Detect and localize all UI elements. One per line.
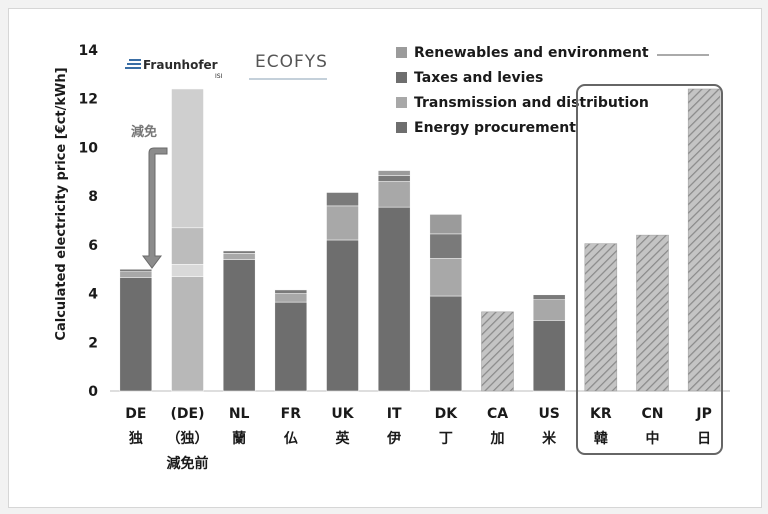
bar-segment xyxy=(532,299,566,321)
x-tick-label-code: US xyxy=(538,406,559,422)
bar-segment xyxy=(222,250,256,254)
x-tick-label-code: JP xyxy=(695,406,711,422)
y-axis: 0 2 4 6 8 10 12 14 xyxy=(79,43,730,400)
bar-segment xyxy=(377,181,411,208)
bar-total-hatched xyxy=(584,243,618,392)
bar-segment xyxy=(429,258,463,297)
legend-label: Renewables and environment xyxy=(414,45,649,61)
bar-segment xyxy=(532,320,566,392)
bar-segment xyxy=(429,214,463,235)
x-tick-label-jp-sub: 減免前 xyxy=(167,455,209,472)
x-tick-label-jp: 中 xyxy=(646,430,660,447)
y-axis-label: Calculated electricity price [€ct/kWh] xyxy=(54,67,69,340)
legend-swatch xyxy=(396,47,407,58)
x-tick-label-code: FR xyxy=(281,406,302,422)
x-tick-label-code: NL xyxy=(229,406,250,422)
y-tick-label: 8 xyxy=(88,189,98,205)
x-tick-label-jp: 伊 xyxy=(386,430,401,447)
bar-segment xyxy=(326,239,359,392)
x-tick-label-code: CA xyxy=(487,406,508,422)
bar-segment xyxy=(119,277,153,392)
x-tick-label-jp: （独） xyxy=(167,430,209,447)
legend-label: Energy procurement xyxy=(414,120,576,136)
bar-segment xyxy=(326,205,359,241)
y-tick-label: 14 xyxy=(79,43,99,59)
legend-swatch xyxy=(396,122,407,133)
y-tick-label: 6 xyxy=(88,238,98,254)
x-tick-label-code: (DE) xyxy=(171,406,205,422)
x-tick-label-jp: 英 xyxy=(335,430,351,447)
reduction-annotation: 減免 xyxy=(131,124,168,269)
x-tick-label-code: UK xyxy=(331,406,354,422)
bar-segment xyxy=(429,295,463,392)
legend-label: Transmission and distribution xyxy=(414,95,649,111)
bar-segment xyxy=(377,175,411,182)
ecofys-logo: ECOFYS xyxy=(249,52,328,80)
bar-segment-pre-reduction xyxy=(171,88,204,229)
legend-swatch xyxy=(396,97,407,108)
bar-segment xyxy=(222,259,256,392)
y-tick-label: 4 xyxy=(88,287,98,303)
bar-total-hatched xyxy=(636,234,669,392)
legend-label: Taxes and levies xyxy=(414,70,543,86)
x-tick-label-jp: 蘭 xyxy=(232,430,246,447)
fraunhofer-logo: Fraunhofer ISI xyxy=(125,58,223,80)
x-tick-label-code: KR xyxy=(590,406,612,422)
bar-segment xyxy=(119,268,153,272)
x-tick-label-code: CN xyxy=(642,406,664,422)
annotation-label: 減免 xyxy=(131,124,157,140)
bar-segment xyxy=(274,293,308,303)
chart-frame: Calculated electricity price [€ct/kWh] F… xyxy=(8,8,762,508)
highlight-box-asia xyxy=(576,84,723,455)
bar-total-hatched xyxy=(687,88,721,392)
bar-segment-pre-reduction xyxy=(171,227,204,265)
bar-segment-pre-reduction xyxy=(171,264,204,277)
bar-segment-pre-reduction xyxy=(171,276,204,392)
x-tick-label-jp: 日 xyxy=(697,431,711,447)
x-tick-label-jp: 加 xyxy=(490,431,505,447)
svg-text:ECOFYS: ECOFYS xyxy=(255,52,328,72)
x-tick-label-code: IT xyxy=(387,406,402,422)
svg-text:Fraunhofer: Fraunhofer xyxy=(143,58,218,72)
y-tick-label: 2 xyxy=(88,335,98,351)
chart-legend: Renewables and environment Taxes and levi… xyxy=(396,45,709,136)
curved-arrow xyxy=(142,147,168,269)
bar-segment xyxy=(274,289,308,294)
x-tick-label-jp: 米 xyxy=(542,430,557,447)
svg-text:ISI: ISI xyxy=(215,73,223,80)
bar-segment xyxy=(119,271,153,278)
legend-swatch xyxy=(396,72,407,83)
x-tick-label-code: DK xyxy=(435,406,459,422)
bar-segment xyxy=(377,206,411,392)
x-tick-label-jp: 独 xyxy=(129,430,143,447)
bar-segment xyxy=(377,170,411,176)
bar-total-hatched xyxy=(481,311,514,392)
bar-segment xyxy=(222,253,256,260)
bars-group xyxy=(119,88,721,392)
bar-segment xyxy=(429,233,463,259)
bar-segment xyxy=(274,301,308,392)
bar-segment xyxy=(326,192,359,207)
x-tick-label-jp: 韓 xyxy=(594,430,608,447)
x-tick-label-code: DE xyxy=(125,406,146,422)
x-tick-label-jp: 丁 xyxy=(439,431,453,447)
bar-segment xyxy=(532,294,566,300)
x-axis-labels: DE 独 (DE) （独） 減免前 NL 蘭 FR 仏 UK 英 IT 伊 DK 丁 CA 加 US 米 KR 韓 CN 中… xyxy=(125,406,712,472)
y-tick-label: 10 xyxy=(79,140,99,156)
x-tick-label-jp: 仏 xyxy=(284,431,298,447)
y-tick-label: 12 xyxy=(79,92,98,108)
stacked-bar-chart: Calculated electricity price [€ct/kWh] F… xyxy=(54,43,730,472)
y-tick-label: 0 xyxy=(88,384,98,400)
